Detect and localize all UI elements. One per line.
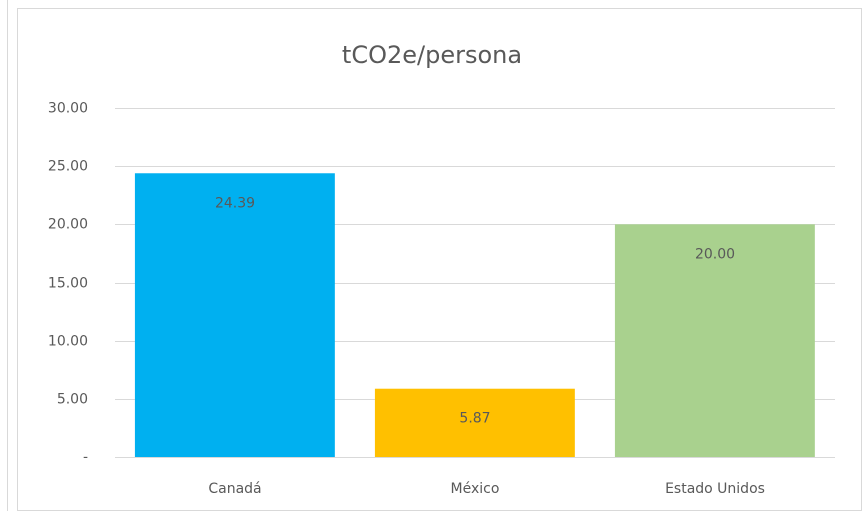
y-tick-label: 20.00 <box>48 217 88 233</box>
x-tick-label: México <box>451 481 500 497</box>
data-label: 24.39 <box>215 195 255 211</box>
data-label: 5.87 <box>459 411 490 427</box>
bar <box>614 224 815 457</box>
y-tick-label: 15.00 <box>48 276 88 292</box>
y-tick-label: - <box>83 450 88 466</box>
data-label: 20.00 <box>695 246 735 262</box>
y-tick-label: 30.00 <box>48 101 88 117</box>
y-tick-label: 10.00 <box>48 334 88 350</box>
chart-title: tCO2e/persona <box>342 41 522 69</box>
bar <box>374 388 575 457</box>
x-tick-label: Estado Unidos <box>665 481 765 497</box>
bar <box>134 173 335 457</box>
y-tick-label: 25.00 <box>48 159 88 175</box>
y-tick-label: 5.00 <box>57 392 88 408</box>
x-tick-label: Canadá <box>208 481 261 497</box>
